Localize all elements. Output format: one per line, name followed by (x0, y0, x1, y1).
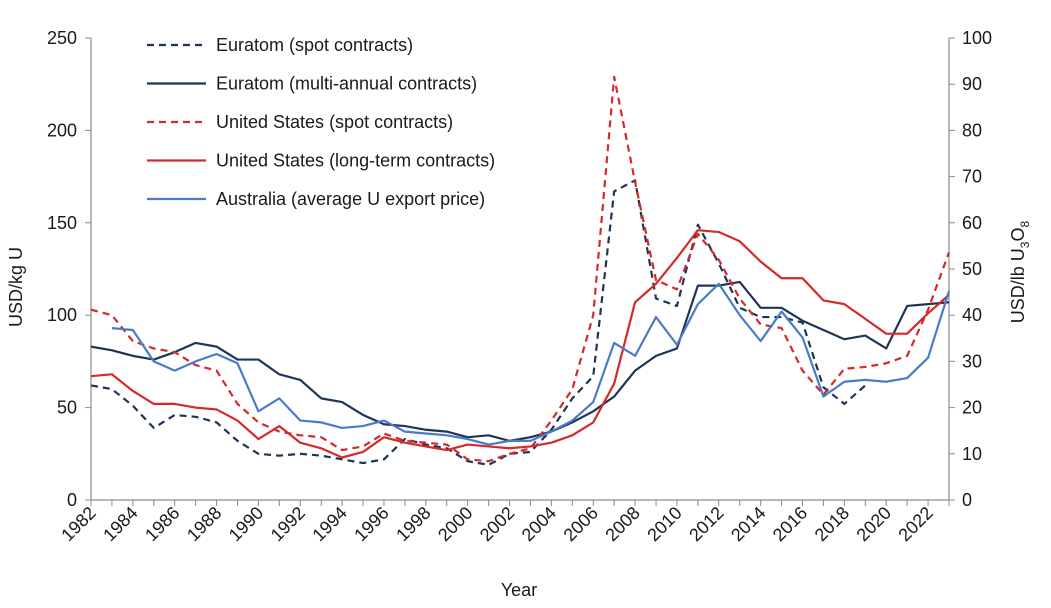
y-tick-right-label: 40 (962, 305, 982, 325)
y-tick-left-label: 200 (47, 120, 77, 140)
x-tick-label: 1994 (308, 503, 350, 545)
y-tick-right-label: 80 (962, 120, 982, 140)
y-axis-right-label-sub1: 3 (1018, 241, 1032, 248)
y-axis-right-label-mid: O (1008, 227, 1028, 241)
y-tick-right-label: 20 (962, 398, 982, 418)
x-tick-label: 2018 (811, 503, 853, 545)
legend-label-3: United States (spot contracts) (216, 112, 453, 132)
x-tick-label: 1990 (225, 503, 267, 545)
legend-label-2: Euratom (multi-annual contracts) (216, 74, 477, 94)
y-tick-right-label: 60 (962, 213, 982, 233)
y-tick-right-label: 70 (962, 167, 982, 187)
x-tick-label: 1986 (141, 503, 183, 545)
y-tick-right-label: 0 (962, 490, 972, 510)
series-line-2 (90, 280, 950, 442)
legend: Euratom (spot contracts) Euratom (multi-a… (147, 35, 495, 209)
y-tick-right-label: 100 (962, 28, 992, 48)
x-tick-label: 1984 (99, 503, 141, 545)
x-tick-label: 1992 (267, 503, 309, 545)
x-tick-label: 2014 (727, 503, 769, 545)
x-axis-label: Year (501, 580, 537, 600)
y-axis-right-label: USD/lb U3O8 (1008, 220, 1032, 323)
axes-layer: 0 50 100 150 200 250 0 10 20 30 40 50 60 70 80 90 100 198… (47, 28, 992, 545)
y-tick-left-label: 250 (47, 28, 77, 48)
x-tick-label: 1998 (392, 503, 434, 545)
y-tick-right-label: 90 (962, 74, 982, 94)
y-axis-right-label-main: USD/lb U (1008, 248, 1028, 323)
y-axis-right-label-sub2: 8 (1018, 220, 1032, 227)
legend-label-1: Euratom (spot contracts) (216, 35, 413, 55)
y-tick-left-label: 50 (57, 398, 77, 418)
x-tick-label: 2022 (894, 503, 936, 545)
x-tick-label: 2004 (518, 503, 560, 545)
y-tick-right-label: 50 (962, 259, 982, 279)
x-tick-label: 2002 (476, 503, 518, 545)
y-tick-left-label: 100 (47, 305, 77, 325)
x-tick-label: 2010 (643, 503, 685, 545)
y-tick-right-label: 10 (962, 444, 982, 464)
x-tick-label: 2020 (853, 503, 895, 545)
series-layer (90, 75, 951, 466)
x-tick-label: 1988 (183, 503, 225, 545)
series-line-1 (90, 179, 867, 466)
legend-label-4: United States (long-term contracts) (216, 151, 495, 171)
y-axis-left-label: USD/kg U (6, 247, 26, 327)
x-tick-label: 2000 (434, 503, 476, 545)
series-line-4 (90, 229, 950, 459)
x-tick-label: 1996 (350, 503, 392, 545)
y-tick-right-label: 30 (962, 351, 982, 371)
y-tick-left-label: 150 (47, 213, 77, 233)
x-tick-label: 2008 (601, 503, 643, 545)
series-line-5 (111, 282, 951, 446)
y-tick-left-label: 0 (67, 490, 77, 510)
legend-label-5: Australia (average U export price) (216, 189, 485, 209)
x-tick-label: 2012 (685, 503, 727, 545)
x-tick-label: 1982 (57, 503, 99, 545)
x-tick-label: 2006 (560, 503, 602, 545)
x-tick-label: 2016 (769, 503, 811, 545)
series-line-3 (90, 75, 951, 463)
